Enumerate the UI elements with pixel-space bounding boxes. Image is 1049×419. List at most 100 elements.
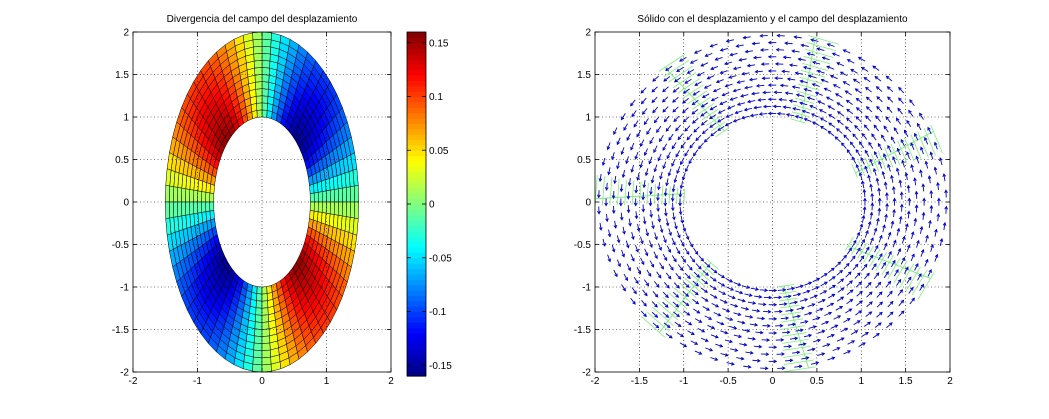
displacement-arrow — [821, 79, 829, 83]
colorbar-swatch — [407, 155, 426, 162]
displacement-arrow-head — [673, 179, 678, 184]
displacement-arrow-head — [830, 333, 835, 338]
displacement-arrow — [625, 240, 629, 248]
displacement-plot-title: Sólido con el desplazamiento y el campo … — [637, 14, 908, 25]
displacement-arrow-head — [834, 93, 839, 97]
displacement-arrow-head — [921, 183, 926, 188]
displacement-arrow-head — [843, 254, 847, 259]
displacement-arrow — [726, 286, 734, 291]
displacement-arrow-head — [899, 289, 904, 293]
displacement-arrow — [672, 184, 675, 192]
displacement-arrow-head — [852, 133, 856, 138]
displacement-arrow-head — [848, 247, 852, 252]
displacement-arrow-head — [869, 301, 873, 305]
displacement-arrow-head — [675, 127, 679, 132]
displacement-arrow — [914, 178, 917, 186]
displacement-arrow-head — [865, 332, 869, 336]
displacement-arrow — [680, 239, 685, 247]
displacement-arrow — [901, 160, 905, 168]
displacement-arrow-head — [778, 97, 783, 102]
displacement-arrow — [847, 340, 855, 345]
displacement-arrow-head — [709, 124, 714, 128]
displacement-arrow — [904, 130, 909, 137]
displacement-arrow-head — [842, 49, 847, 53]
divergence-cell — [309, 192, 315, 203]
displacement-arrow — [914, 218, 917, 226]
displacement-arrow-head — [759, 330, 764, 335]
displacement-arrow-head — [928, 269, 932, 273]
displacement-arrow — [897, 148, 901, 156]
displacement-arrow-head — [873, 124, 878, 129]
displacement-arrow — [899, 180, 902, 188]
displacement-arrow — [887, 311, 894, 318]
displacement-arrow — [792, 293, 801, 297]
colorbar-swatch — [407, 187, 426, 194]
displacement-arrow — [898, 300, 904, 307]
displacement-arrow-head — [710, 132, 714, 137]
divergence-cell — [261, 328, 270, 337]
divergence-cell — [261, 52, 271, 62]
displacement-arrow-head — [803, 88, 808, 92]
displacement-arrow-head — [773, 90, 778, 95]
displacement-arrow — [702, 93, 710, 98]
divergence-cell — [252, 31, 263, 41]
displacement-arrow — [835, 93, 843, 98]
displacement-arrow-head — [914, 190, 919, 195]
displacement-arrow — [666, 218, 669, 226]
displacement-arrow — [934, 229, 937, 237]
displacement-arrow-head — [649, 140, 653, 145]
displacement-arrow — [688, 156, 694, 164]
colorbar-swatch — [407, 338, 426, 345]
displacement-arrow — [722, 308, 730, 312]
displacement-mesh-tick — [701, 263, 715, 276]
divergence-cell — [256, 286, 263, 295]
displacement-arrow — [876, 106, 883, 113]
displacement-arrow-head — [889, 290, 893, 295]
displacement-arrow — [864, 124, 870, 131]
displacement-arrow — [643, 279, 649, 286]
displacement-arrow-head — [664, 212, 668, 217]
displacement-mesh-tick — [658, 53, 686, 72]
displacement-arrow-head — [790, 308, 794, 313]
displacement-arrow-head — [693, 50, 698, 54]
displacement-arrow-head — [794, 336, 799, 341]
displacement-arrow — [662, 291, 669, 298]
displacement-arrow-head — [664, 304, 669, 308]
displacement-arrow-head — [685, 236, 690, 241]
displacement-arrow-head — [748, 77, 753, 82]
displacement-arrow-head — [853, 239, 857, 244]
displacement-arrow — [855, 247, 861, 255]
colorbar-swatch — [407, 112, 426, 119]
displacement-mesh-tick — [673, 287, 692, 304]
displacement-arrow-head — [846, 149, 851, 153]
displacement-arrow — [635, 185, 638, 193]
displacement-arrow-head — [700, 63, 705, 67]
displacement-arrow — [877, 253, 883, 261]
displacement-arrow — [827, 130, 835, 137]
divergence-cell — [261, 67, 270, 76]
displacement-arrow-head — [922, 197, 926, 202]
displacement-arrow — [651, 311, 658, 318]
displacement-arrow — [665, 65, 673, 71]
displacement-arrow — [720, 70, 728, 74]
displacement-arrow-head — [762, 90, 767, 95]
displacement-arrow-head — [862, 188, 867, 193]
displacement-arrow — [827, 43, 835, 47]
displacement-arrow — [883, 153, 888, 161]
displacement-arrow-head — [837, 261, 842, 266]
displacement-arrow — [864, 150, 870, 157]
displacement-arrow — [631, 231, 634, 240]
displacement-arrow — [874, 76, 882, 82]
colorbar-swatch — [407, 220, 426, 227]
displacement-arrow-head — [846, 262, 850, 267]
displacement-arrow — [837, 287, 845, 293]
displacement-arrow — [622, 170, 625, 178]
displacement-arrow — [906, 151, 910, 160]
displacement-arrow — [783, 56, 792, 59]
displacement-arrow — [856, 98, 863, 104]
displacement-arrow-head — [885, 202, 889, 207]
displacement-arrow-head — [611, 248, 616, 253]
displacement-arrow-head — [827, 130, 832, 135]
displacement-arrow-head — [729, 52, 734, 57]
displacement-arrow — [850, 141, 856, 149]
